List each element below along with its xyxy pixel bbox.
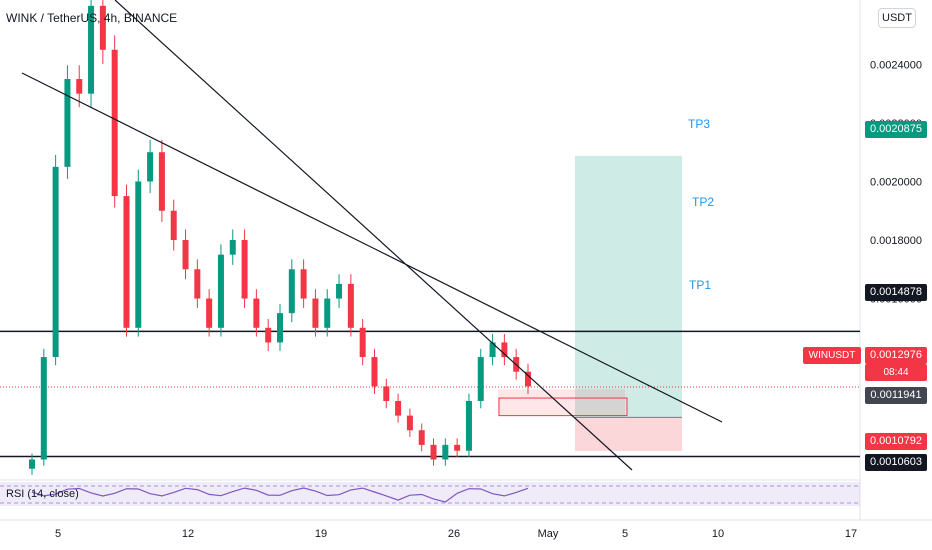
- candle-body: [135, 181, 142, 328]
- candle-body: [300, 269, 307, 299]
- currency-badge[interactable]: USDT: [878, 8, 916, 28]
- candle-body: [123, 196, 130, 328]
- symbol-tag: WINUSDT: [803, 347, 861, 364]
- candle-body: [29, 459, 35, 469]
- y-tick-label: 0.0024000: [870, 59, 922, 71]
- candle-body: [501, 342, 508, 358]
- candle-body: [312, 298, 319, 328]
- trendline-steep: [114, 0, 633, 471]
- candle-body: [76, 79, 83, 94]
- entry-box: [498, 397, 628, 417]
- candle-body: [182, 240, 189, 270]
- x-tick-label: 26: [448, 528, 460, 540]
- candle-body: [395, 400, 402, 416]
- candle-body: [99, 5, 106, 50]
- loss-zone: [575, 417, 682, 451]
- candle-body: [465, 400, 472, 451]
- entry-price-tag: 0.0011941: [865, 387, 927, 404]
- y-tick-label: 0.0020000: [870, 176, 922, 188]
- candle-body: [229, 240, 236, 255]
- candle-body: [371, 357, 378, 387]
- candle-body: [442, 444, 449, 460]
- candle-body: [253, 298, 260, 328]
- stop-price-tag: 0.0010792: [865, 433, 927, 450]
- candle-body: [489, 342, 496, 358]
- candle-body: [324, 298, 331, 328]
- x-tick-label: May: [538, 528, 559, 540]
- rsi-line: [31, 487, 529, 503]
- candle-body: [52, 166, 59, 358]
- candle-body: [525, 371, 531, 387]
- candle-body: [170, 210, 177, 240]
- candle-body: [288, 269, 295, 314]
- candle-body: [454, 444, 461, 451]
- x-tick-label: 5: [622, 528, 628, 540]
- current-price-tag: 0.0012976: [865, 347, 927, 364]
- candle-body: [265, 327, 272, 343]
- tp2-label: TP2: [692, 195, 715, 209]
- chart-title: WINK / TetherUS, 4h, BINANCE: [6, 11, 178, 25]
- candle-body: [336, 283, 343, 299]
- candle-body: [383, 386, 390, 401]
- candle-body: [111, 49, 118, 197]
- tp3-label: TP3: [688, 117, 711, 131]
- tp1-label: TP1: [689, 278, 712, 292]
- candle-body: [158, 152, 165, 211]
- trendline-upper: [21, 72, 723, 423]
- x-tick-label: 5: [55, 528, 61, 540]
- candle-body: [206, 298, 213, 328]
- candle-body: [217, 254, 224, 328]
- candle-body: [147, 152, 154, 182]
- x-tick-label: 17: [845, 528, 857, 540]
- candle-body: [347, 283, 354, 328]
- candle-body: [277, 313, 283, 343]
- x-tick-label: 10: [712, 528, 724, 540]
- candle-body: [477, 357, 484, 401]
- entry-zone: [498, 389, 625, 416]
- countdown-tag: 08:44: [865, 364, 927, 381]
- candle-body: [241, 240, 248, 299]
- support-price-tag: 0.0010603: [865, 454, 927, 471]
- candle-body: [88, 5, 95, 94]
- resistance-price-tag: 0.0014878: [865, 284, 927, 301]
- candle-body: [40, 357, 47, 460]
- candle-body: [418, 430, 425, 445]
- rsi-label: RSI (14, close): [6, 488, 79, 500]
- candle-body: [359, 327, 366, 358]
- tp-price-tag: 0.0020875: [865, 121, 927, 138]
- x-tick-label: 19: [315, 528, 327, 540]
- candle-body: [406, 415, 413, 431]
- candle-body: [430, 444, 437, 460]
- candle-body: [64, 79, 71, 167]
- candle-body: [194, 269, 201, 299]
- x-tick-label: 12: [182, 528, 194, 540]
- profit-zone: [575, 155, 682, 418]
- y-tick-label: 0.0018000: [870, 235, 922, 247]
